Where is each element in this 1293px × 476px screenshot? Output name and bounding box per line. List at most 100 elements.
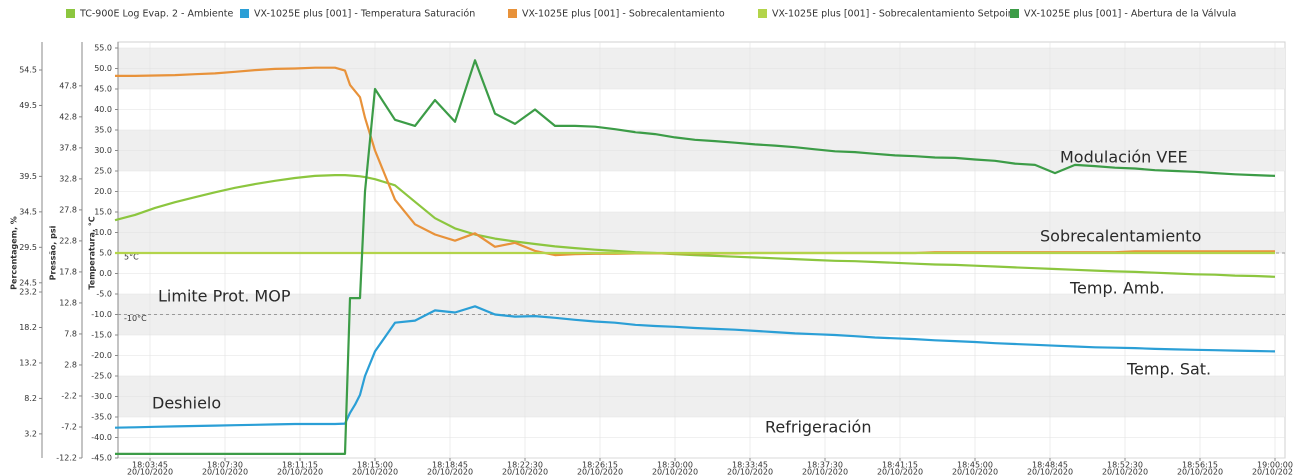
y-tick-label: -35.0 [91, 413, 112, 422]
x-tick-date: 20/10/2020 [1177, 468, 1223, 476]
y-tick-label: -45.0 [91, 454, 112, 463]
y-tick-label: -30.0 [91, 392, 112, 401]
y2-tick-label: 7.8 [64, 329, 77, 338]
reference-label: 5°C [124, 253, 139, 262]
y-tick-label: -10.0 [91, 310, 112, 319]
x-tick-date: 20/10/2020 [1027, 468, 1073, 476]
x-tick-date: 20/10/2020 [502, 468, 548, 476]
y-tick-label: 20.0 [94, 187, 112, 196]
y3-tick-label: 54.5 [19, 65, 37, 74]
y3-tick-label: 39.5 [19, 172, 37, 181]
annotation: Deshielo [152, 394, 221, 413]
x-tick-date: 20/10/2020 [202, 468, 248, 476]
y2-tick-label: 17.8 [59, 267, 77, 276]
y2-tick-label: -12.2 [56, 454, 77, 463]
y3-axis-title: Percentagem, % [10, 216, 19, 290]
annotation: Refrigeración [765, 418, 871, 437]
y2-tick-label: 27.8 [59, 205, 77, 214]
y2-tick-label: 37.8 [59, 143, 77, 152]
y-tick-label: 40.0 [94, 105, 112, 114]
x-tick-label: 18:52:30 [1107, 461, 1143, 470]
x-tick-date: 20/10/2020 [577, 468, 623, 476]
legend-label: VX-1025E plus [001] - Abertura de la Vál… [1024, 9, 1236, 20]
legend-swatch [758, 9, 767, 18]
legend-swatch [66, 9, 75, 18]
x-tick-label: 18:07:30 [207, 461, 243, 470]
x-tick-date: 20/10/2020 [727, 468, 773, 476]
x-tick-date: 20/10/2020 [277, 468, 323, 476]
x-tick-label: 18:03:45 [132, 461, 168, 470]
y2-tick-label: 22.8 [59, 236, 77, 245]
y3-tick-label: 18.2 [19, 323, 37, 332]
y-tick-label: -15.0 [91, 331, 112, 340]
y-tick-label: 10.0 [94, 228, 112, 237]
y-tick-label: 25.0 [94, 167, 112, 176]
y3-tick-label: 8.2 [24, 394, 37, 403]
series-line [114, 305, 1276, 429]
y3-tick-label: 34.5 [19, 207, 37, 216]
y-tick-label: 0.0 [99, 269, 112, 278]
annotation: Sobrecalentamiento [1040, 227, 1201, 246]
x-tick-label: 18:15:00 [357, 461, 393, 470]
x-tick-date: 20/10/2020 [877, 468, 923, 476]
x-tick-date: 20/10/2020 [352, 468, 398, 476]
y3-tick-label: 3.2 [24, 429, 37, 438]
y2-tick-label: 12.8 [59, 298, 77, 307]
legend-label: VX-1025E plus [001] - Sobrecalentamiento… [772, 9, 1018, 20]
y2-tick-label: 2.8 [64, 360, 77, 369]
x-tick-label: 18:56:15 [1182, 461, 1218, 470]
legend-label: TC-900E Log Evap. 2 - Ambiente [79, 9, 233, 20]
y3-tick-label: 23.2 [19, 288, 37, 297]
y3-tick-label: 29.5 [19, 243, 37, 252]
y3-tick-label: 49.5 [19, 101, 37, 110]
y2-tick-label: 32.8 [59, 174, 77, 183]
legend-swatch [508, 9, 517, 18]
legend-swatch [240, 9, 249, 18]
x-tick-label: 18:30:00 [657, 461, 693, 470]
y3-tick-label: 24.5 [19, 278, 37, 287]
y-tick-label: 5.0 [99, 249, 112, 258]
y-tick-label: 50.0 [94, 64, 112, 73]
series-line [115, 59, 1276, 455]
y-tick-label: -20.0 [91, 351, 112, 360]
annotation: Limite Prot. MOP [158, 287, 291, 306]
x-tick-label: 19:00:00 [1257, 461, 1293, 470]
annotation: Temp. Sat. [1126, 360, 1211, 379]
y3-tick-label: 13.2 [19, 358, 37, 367]
x-tick-date: 20/10/2020 [952, 468, 998, 476]
x-tick-label: 18:26:15 [582, 461, 618, 470]
y-tick-label: -5.0 [96, 290, 112, 299]
y2-axis-title: Pressão, psi [49, 225, 58, 280]
y-tick-label: -25.0 [91, 372, 112, 381]
y-tick-label: 55.0 [94, 44, 112, 53]
y-tick-label: 15.0 [94, 208, 112, 217]
y-tick-label: 35.0 [94, 126, 112, 135]
reference-label: -10°C [124, 314, 147, 323]
y-tick-label: -40.0 [91, 433, 112, 442]
legend-label: VX-1025E plus [001] - Temperatura Satura… [254, 9, 475, 20]
x-tick-label: 18:22:30 [507, 461, 543, 470]
x-tick-date: 20/10/2020 [652, 468, 698, 476]
y-axis-title: Temperatura, °C [88, 216, 97, 289]
x-tick-label: 18:18:45 [432, 461, 468, 470]
y-tick-label: 30.0 [94, 146, 112, 155]
y2-tick-label: 42.8 [59, 112, 77, 121]
x-tick-label: 18:45:00 [957, 461, 993, 470]
y2-tick-label: 47.8 [59, 81, 77, 90]
y2-tick-label: -7.2 [61, 422, 77, 431]
legend-swatch [1010, 9, 1019, 18]
x-tick-label: 18:37:30 [807, 461, 843, 470]
x-tick-label: 18:48:45 [1032, 461, 1068, 470]
x-tick-date: 20/10/2020 [802, 468, 848, 476]
x-tick-date: 20/10/2020 [427, 468, 473, 476]
x-tick-date: 20/10/2020 [1102, 468, 1148, 476]
y-tick-label: 45.0 [94, 85, 112, 94]
x-tick-label: 18:33:45 [732, 461, 768, 470]
x-tick-date: 20/10/2020 [1252, 468, 1293, 476]
x-tick-date: 20/10/2020 [127, 468, 173, 476]
y2-tick-label: -2.2 [61, 391, 77, 400]
legend-label: VX-1025E plus [001] - Sobrecalentamiento [522, 9, 725, 20]
annotation: Modulación VEE [1060, 148, 1188, 167]
x-tick-label: 18:11:15 [282, 461, 318, 470]
